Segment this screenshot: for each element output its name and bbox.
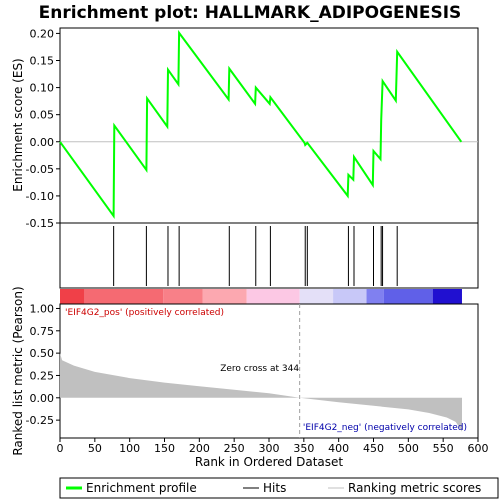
- x-tick-label: 50: [88, 442, 102, 455]
- color-bar-segment: [383, 289, 433, 304]
- metric-y-tick-label: 0.75: [30, 325, 55, 338]
- metric-y-tick-label: -0.25: [26, 414, 54, 427]
- x-tick-label: 300: [259, 442, 280, 455]
- color-bar-segment: [366, 289, 384, 304]
- es-y-tick-label: 0.10: [30, 82, 55, 95]
- color-bar-segment: [333, 289, 367, 304]
- legend-label: Hits: [263, 481, 286, 495]
- es-y-tick-label: -0.10: [26, 190, 54, 203]
- legend-label: Enrichment profile: [86, 481, 197, 495]
- color-bar-segment: [299, 289, 334, 304]
- color-bar-segment: [246, 289, 300, 304]
- x-tick-label: 500: [398, 442, 419, 455]
- es-y-axis-title: Enrichment score (ES): [11, 58, 25, 191]
- x-tick-label: 450: [363, 442, 384, 455]
- es-y-tick-label: 0.20: [30, 27, 55, 40]
- x-tick-label: 250: [224, 442, 245, 455]
- hits-panel-frame: [59, 222, 479, 289]
- es-y-axis: -0.15 -0.10 -0.05 0.00 0.05 0.10 0.15 0.20: [26, 27, 60, 230]
- color-bar-segment: [60, 289, 85, 304]
- metric-y-tick-label: 0.00: [30, 392, 55, 405]
- es-panel-frame: [59, 27, 479, 224]
- chart-title: Enrichment plot: HALLMARK_ADIPOGENESIS: [39, 3, 462, 23]
- es-y-tick-label: 0.05: [30, 109, 55, 122]
- x-tick-label: 150: [154, 442, 175, 455]
- metric-y-axis-title: Ranked list metric (Pearson): [11, 286, 25, 455]
- negative-correlation-label: 'EIF4G2_neg' (negatively correlated): [303, 423, 467, 433]
- metric-y-tick-label: 1.00: [30, 302, 55, 315]
- x-axis-title: Rank in Ordered Dataset: [195, 455, 343, 469]
- metric-y-axis: -0.25 0.00 0.25 0.50 0.75 1.00: [26, 302, 60, 427]
- color-bar-segment: [84, 289, 164, 304]
- es-y-tick-label: 0.15: [30, 55, 55, 68]
- color-bar-segment: [202, 289, 247, 304]
- es-y-tick-label: 0.00: [30, 136, 55, 149]
- x-tick-label: 200: [189, 442, 210, 455]
- enrichment-profile-line: [59, 29, 463, 220]
- x-tick-label: 0: [57, 442, 64, 455]
- zero-cross-label: Zero cross at 344: [220, 364, 299, 374]
- hits-group: [113, 226, 398, 286]
- color-bar-segment: [163, 289, 203, 304]
- metric-y-tick-label: 0.50: [30, 347, 55, 360]
- legend-label: Ranking metric scores: [348, 481, 481, 495]
- ranking-metric-area: [60, 353, 462, 432]
- es-y-tick-label: -0.05: [26, 163, 54, 176]
- x-axis: 0 50 100 150 200 250 300 350 400 450 500 550 600: [57, 438, 489, 455]
- positive-correlation-label: 'EIF4G2_pos' (positively correlated): [65, 308, 224, 318]
- es-y-tick-label: -0.15: [26, 217, 54, 230]
- x-tick-label: 550: [433, 442, 454, 455]
- metric-y-tick-label: 0.25: [30, 369, 55, 382]
- legend: Enrichment profile Hits Ranking metric sco…: [66, 481, 481, 495]
- ranking-color-bar: [60, 289, 462, 304]
- x-tick-label: 350: [293, 442, 314, 455]
- x-tick-label: 400: [328, 442, 349, 455]
- legend-box: [59, 477, 499, 499]
- x-tick-label: 100: [119, 442, 140, 455]
- x-tick-label: 600: [468, 442, 489, 455]
- color-bar-segment: [432, 289, 462, 304]
